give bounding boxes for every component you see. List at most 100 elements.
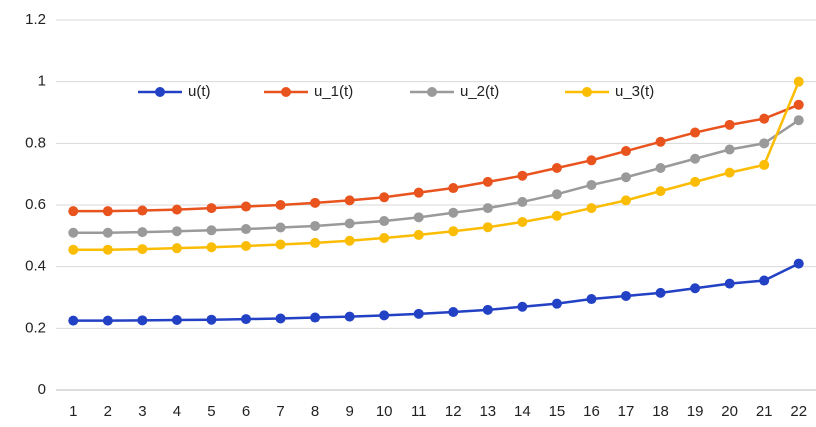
data-point (345, 219, 355, 229)
x-tick-label: 10 (376, 403, 393, 420)
data-point (794, 259, 804, 269)
legend-marker (281, 87, 291, 97)
data-point (68, 316, 78, 326)
series-line (73, 82, 798, 250)
data-point (483, 177, 493, 187)
x-tick-label: 20 (721, 403, 738, 420)
x-tick-label: 13 (479, 403, 496, 420)
data-point (656, 163, 666, 173)
data-point (725, 145, 735, 155)
data-point (690, 177, 700, 187)
data-point (794, 77, 804, 87)
x-tick-label: 7 (276, 403, 284, 420)
data-point (586, 155, 596, 165)
data-point (172, 205, 182, 215)
data-point (345, 312, 355, 322)
y-tick-label: 0.2 (25, 319, 46, 336)
y-tick-label: 1.2 (25, 11, 46, 28)
data-point (483, 203, 493, 213)
data-point (759, 276, 769, 286)
x-tick-label: 6 (242, 403, 250, 420)
data-point (414, 309, 424, 319)
data-point (414, 188, 424, 198)
data-point (621, 172, 631, 182)
x-tick-label: 3 (138, 403, 146, 420)
data-point (310, 313, 320, 323)
data-point (414, 212, 424, 222)
x-tick-label: 8 (311, 403, 319, 420)
data-point (552, 163, 562, 173)
data-point (759, 114, 769, 124)
data-point (310, 221, 320, 231)
data-point (517, 217, 527, 227)
x-tick-label: 22 (790, 403, 807, 420)
data-point (206, 242, 216, 252)
legend-label: u(t) (188, 83, 211, 100)
x-tick-label: 19 (687, 403, 704, 420)
data-point (241, 241, 251, 251)
data-point (586, 180, 596, 190)
data-point (621, 291, 631, 301)
data-point (137, 206, 147, 216)
data-point (310, 198, 320, 208)
data-point (206, 225, 216, 235)
x-tick-label: 21 (756, 403, 773, 420)
legend-label: u_1(t) (314, 83, 353, 100)
data-point (552, 299, 562, 309)
data-point (345, 195, 355, 205)
x-tick-label: 18 (652, 403, 669, 420)
data-point (172, 226, 182, 236)
data-point (794, 100, 804, 110)
series-line (73, 264, 798, 321)
data-point (414, 230, 424, 240)
data-point (172, 243, 182, 253)
x-tick-label: 12 (445, 403, 462, 420)
data-point (552, 211, 562, 221)
data-point (552, 189, 562, 199)
legend-marker (582, 87, 592, 97)
data-point (586, 294, 596, 304)
data-point (690, 283, 700, 293)
y-tick-label: 0.4 (25, 258, 46, 275)
legend-marker (427, 87, 437, 97)
x-tick-label: 9 (345, 403, 353, 420)
x-tick-label: 11 (411, 403, 427, 420)
data-point (276, 200, 286, 210)
x-tick-label: 14 (514, 403, 531, 420)
data-point (621, 195, 631, 205)
y-tick-label: 0.8 (25, 134, 46, 151)
data-point (448, 183, 458, 193)
legend-marker (155, 87, 165, 97)
data-point (725, 168, 735, 178)
data-point (794, 115, 804, 125)
data-point (759, 160, 769, 170)
data-point (656, 288, 666, 298)
data-point (103, 228, 113, 238)
data-point (345, 236, 355, 246)
data-point (586, 203, 596, 213)
data-point (483, 222, 493, 232)
data-point (241, 202, 251, 212)
data-point (137, 244, 147, 254)
data-point (310, 238, 320, 248)
x-tick-label: 4 (173, 403, 181, 420)
data-point (276, 223, 286, 233)
data-point (483, 305, 493, 315)
data-point (103, 316, 113, 326)
data-point (206, 315, 216, 325)
data-point (379, 192, 389, 202)
data-point (241, 314, 251, 324)
data-point (448, 307, 458, 317)
data-point (137, 227, 147, 237)
data-point (448, 226, 458, 236)
x-tick-label: 5 (207, 403, 215, 420)
data-point (172, 315, 182, 325)
x-tick-label: 15 (549, 403, 566, 420)
series-line (73, 120, 798, 233)
data-point (137, 315, 147, 325)
page: 00.20.40.60.811.212345678910111213141516… (0, 0, 816, 427)
data-point (68, 206, 78, 216)
legend-label: u_2(t) (460, 83, 499, 100)
series-line (73, 105, 798, 211)
data-point (276, 239, 286, 249)
